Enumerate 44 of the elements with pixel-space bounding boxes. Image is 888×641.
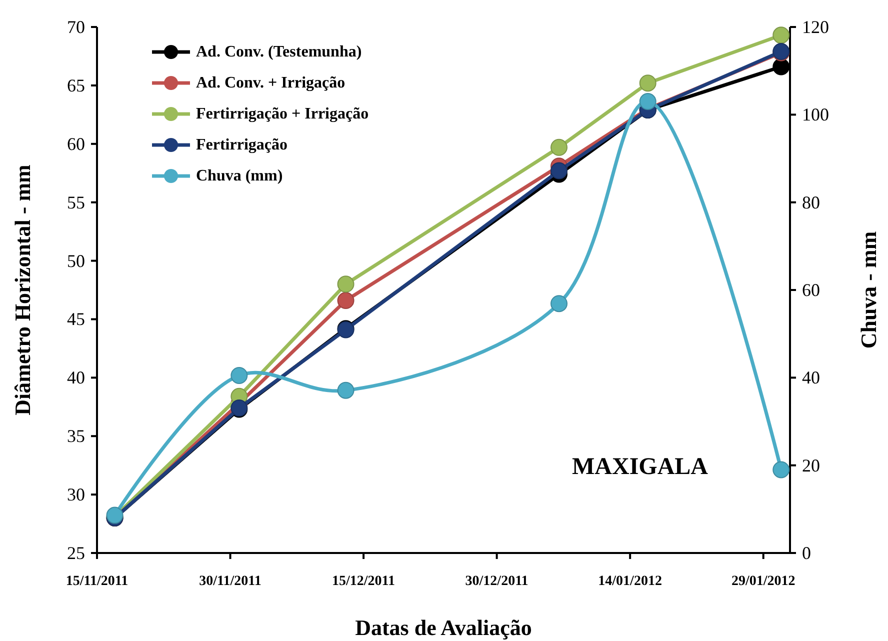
x-tick-label: 14/01/2012 — [598, 574, 662, 589]
x-tick-label: 30/11/2011 — [199, 574, 262, 589]
x-tick-label: 29/01/2012 — [731, 574, 796, 589]
legend-label: Ad. Conv. + Irrigação — [196, 74, 346, 92]
point — [639, 74, 656, 92]
point — [772, 26, 790, 44]
y-tick-label: 40 — [67, 368, 85, 388]
point — [550, 138, 568, 156]
point — [550, 162, 568, 180]
y2-axis-title: Chuva - mm — [856, 231, 881, 349]
y2-tick-label: 80 — [802, 192, 820, 212]
legend-label: Fertirrigação + Irrigação — [196, 106, 369, 122]
y-tick-label: 60 — [67, 134, 85, 154]
y-tick-label: 45 — [67, 309, 85, 330]
legend-label: Fertirrigação — [196, 136, 288, 154]
y2-tick-label: 120 — [802, 17, 829, 37]
y-tick-label: 25 — [67, 543, 85, 563]
legend-label: Chuva (mm) — [196, 168, 283, 184]
y2-tick-label: 60 — [802, 280, 820, 300]
y-tick-label: 35 — [67, 426, 85, 446]
point — [337, 292, 354, 310]
y2-tick-label: 20 — [802, 455, 820, 476]
point — [772, 58, 790, 76]
y2-tick-label: 100 — [802, 104, 829, 125]
y2-tick-label: 0 — [802, 543, 811, 563]
x-tick-label: 30/12/2011 — [465, 574, 528, 589]
x-tick-label: 15/11/2011 — [66, 574, 128, 589]
y2-tick-label: 40 — [802, 368, 820, 388]
y-tick-label: 70 — [67, 17, 85, 37]
y-axis-title: Diâmetro Horizontal - mm — [10, 164, 35, 416]
y-tick-label: 30 — [67, 484, 85, 505]
x-tick-label: 15/12/2011 — [332, 574, 396, 589]
y-tick-label: 50 — [67, 250, 85, 271]
legend-label: Ad. Conv. (Testemunha) — [196, 44, 362, 60]
point — [337, 276, 354, 293]
point — [772, 461, 790, 478]
point — [550, 295, 568, 312]
x-axis-title: Datas de Avaliação — [355, 615, 532, 640]
point — [337, 382, 354, 399]
annotation: MAXIGALA — [572, 454, 709, 480]
point — [230, 366, 248, 384]
y-tick-label: 65 — [67, 75, 85, 96]
y-tick-label: 55 — [67, 192, 85, 212]
point — [639, 93, 656, 110]
